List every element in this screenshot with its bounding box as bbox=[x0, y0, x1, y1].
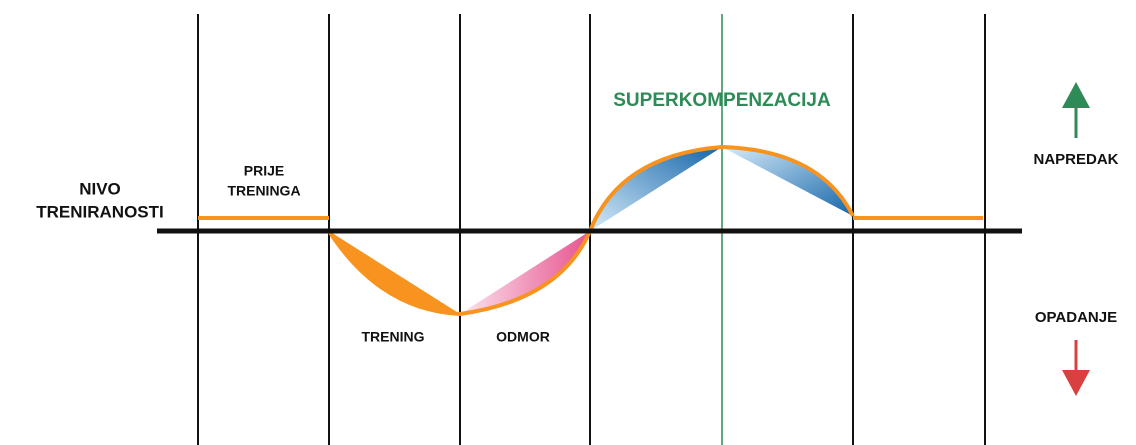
decline-label: OPADANJE bbox=[1035, 309, 1117, 326]
before-label: TRENINGA bbox=[227, 183, 300, 199]
fall-fill bbox=[722, 147, 853, 216]
rest-label: ODMOR bbox=[496, 329, 550, 345]
down-arrow bbox=[1062, 340, 1090, 396]
before-label: PRIJE bbox=[244, 163, 284, 179]
rest-fill bbox=[460, 231, 590, 314]
up-arrow bbox=[1062, 82, 1090, 138]
training-fill bbox=[329, 231, 460, 314]
training-label: TRENING bbox=[362, 329, 425, 345]
level-label: NIVO bbox=[79, 179, 121, 198]
progress-label: NAPREDAK bbox=[1033, 151, 1118, 168]
rise-fill bbox=[590, 147, 722, 231]
level-label: TRENIRANOSTI bbox=[36, 202, 164, 221]
supercompensation-label: SUPERKOMPENZACIJA bbox=[613, 90, 831, 111]
